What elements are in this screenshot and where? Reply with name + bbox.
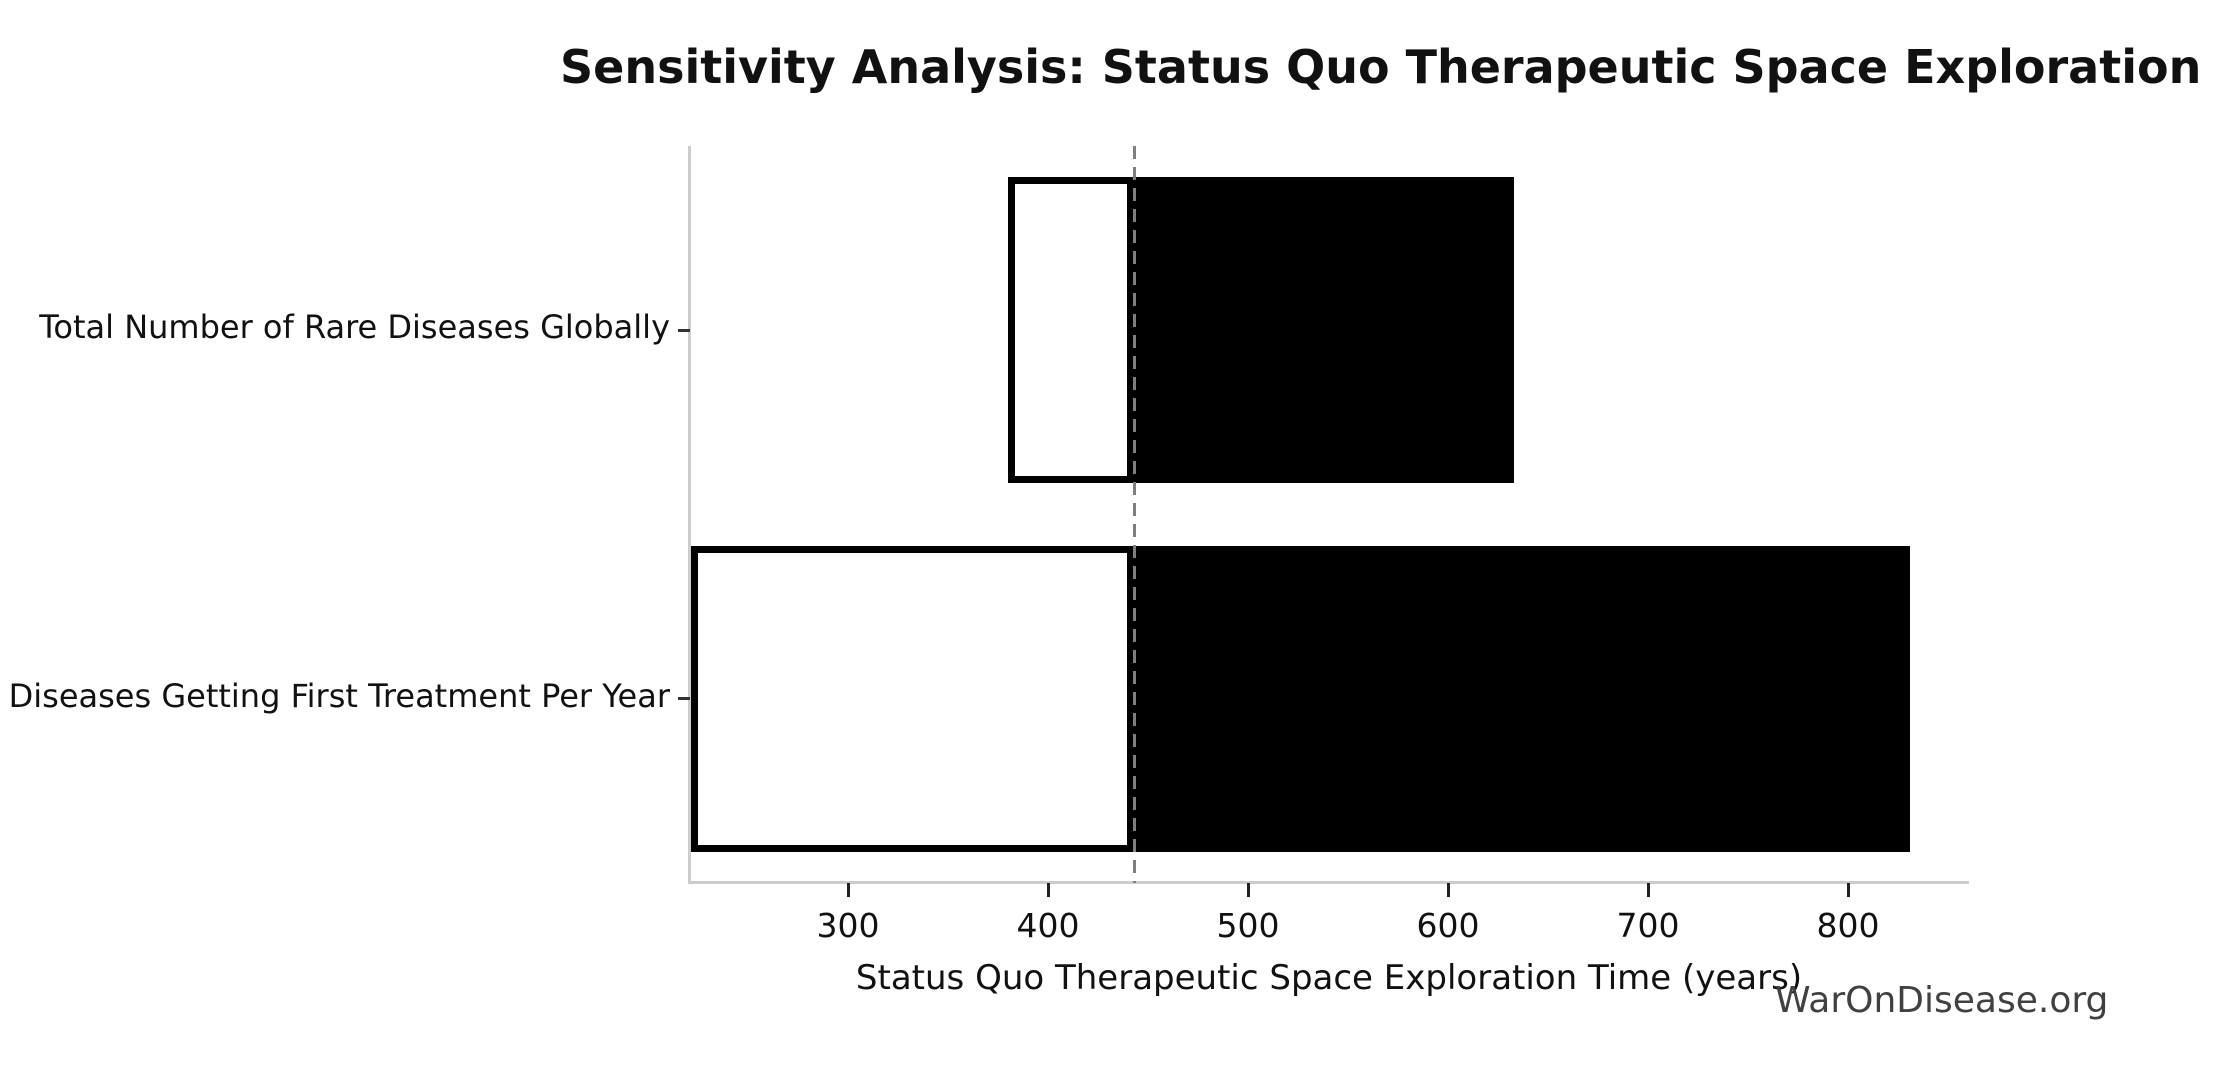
x-tick-mark [1846,883,1850,897]
watermark-text: WarOnDisease.org [1775,980,2109,1021]
tornado-bar-low-segment [1008,177,1134,483]
y-axis-spine [688,146,691,883]
x-tick-mark [1446,883,1450,897]
tornado-bar-high-segment [1134,546,1910,852]
x-tick-label: 800 [1816,906,1880,945]
x-tick-label: 400 [1016,906,1080,945]
x-tick-mark [1646,883,1650,897]
x-axis-label: Status Quo Therapeutic Space Exploration… [855,958,1803,998]
x-axis-spine [688,881,1969,884]
plot-area: 300 400 500 600 700 800 Total Number of Rare … [9,146,1969,945]
x-tick-label: 600 [1416,906,1480,945]
x-tick-mark [846,883,850,897]
y-tick-mark [678,328,690,332]
y-category-label: Total Number of Rare Diseases Globally [39,308,670,347]
tornado-bar-low-segment [691,546,1134,852]
x-tick-label: 300 [816,906,880,945]
x-tick-mark [1046,883,1050,897]
tornado-bar-high-segment [1134,177,1514,483]
x-tick-mark [1246,883,1250,897]
x-tick-label: 500 [1216,906,1280,945]
y-category-label: Diseases Getting First Treatment Per Yea… [8,676,670,715]
base-case-dashed-line [1132,146,1136,883]
chart-title: Sensitivity Analysis: Status Quo Therape… [560,40,2215,94]
x-tick-label: 700 [1616,906,1680,945]
y-tick-mark [678,697,690,701]
